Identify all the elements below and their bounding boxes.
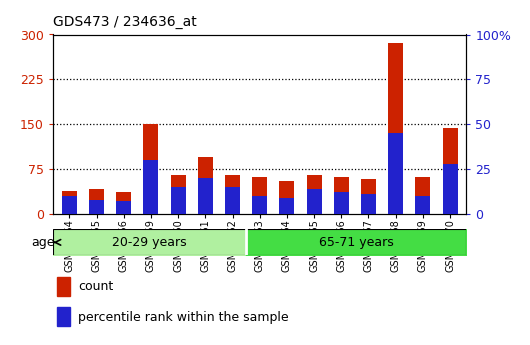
Bar — [307, 189, 322, 214]
Text: age: age — [31, 236, 55, 249]
Bar — [62, 191, 77, 214]
Text: 20-29 years: 20-29 years — [112, 236, 187, 249]
Bar — [252, 177, 267, 214]
Bar — [116, 193, 131, 214]
Bar — [116, 201, 131, 214]
Bar — [225, 187, 240, 214]
Bar — [334, 193, 349, 214]
Bar — [144, 124, 158, 214]
Bar — [171, 175, 185, 214]
Bar — [388, 43, 403, 214]
Bar — [334, 177, 349, 214]
Bar — [89, 189, 104, 214]
Bar — [171, 187, 185, 214]
Bar — [361, 194, 376, 214]
Bar — [307, 175, 322, 214]
Bar — [279, 181, 294, 214]
Bar — [361, 179, 376, 214]
Text: 65-71 years: 65-71 years — [319, 236, 394, 249]
Bar — [198, 157, 213, 214]
Bar — [279, 198, 294, 214]
Bar — [443, 128, 457, 214]
Bar — [388, 133, 403, 214]
Text: GDS473 / 234636_at: GDS473 / 234636_at — [53, 15, 197, 29]
Text: count: count — [78, 280, 113, 293]
Bar — [225, 175, 240, 214]
Bar — [252, 196, 267, 214]
Bar — [198, 178, 213, 214]
Text: percentile rank within the sample: percentile rank within the sample — [78, 311, 288, 324]
Bar — [89, 199, 104, 214]
Bar — [416, 196, 430, 214]
Bar — [144, 160, 158, 214]
Bar — [57, 277, 69, 296]
Bar — [416, 177, 430, 214]
Bar — [62, 196, 77, 214]
Bar — [57, 307, 69, 326]
Bar — [443, 164, 457, 214]
